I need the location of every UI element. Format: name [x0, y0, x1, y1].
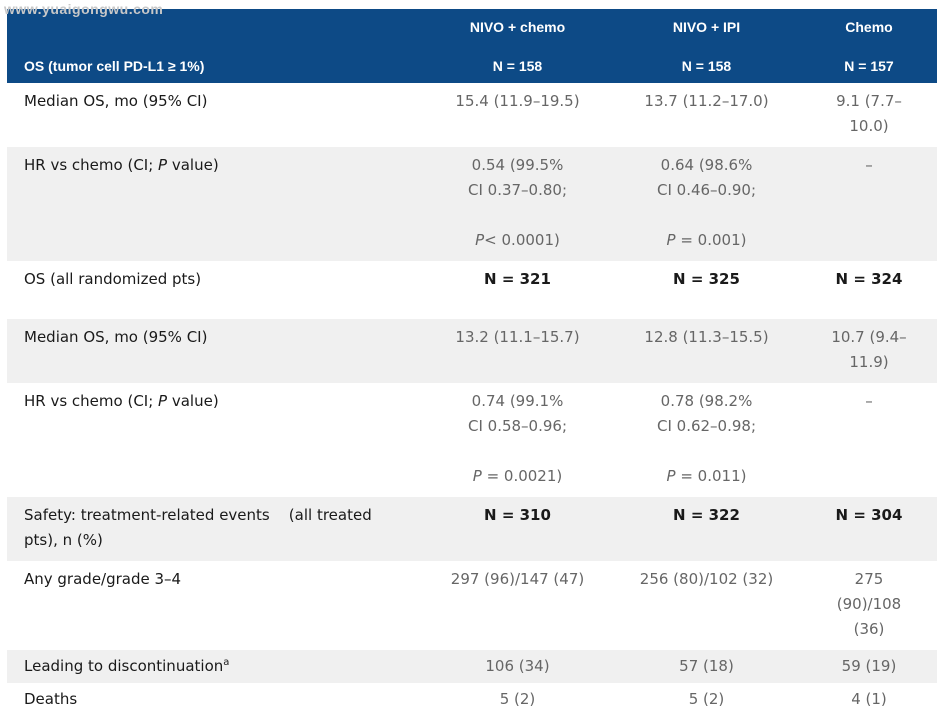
table-row: Median OS, mo (95% CI) 15.4 (11.9–19.5) …	[7, 83, 937, 147]
column-n: N = 158	[681, 58, 732, 74]
row-label: Median OS, mo (95% CI)	[24, 328, 208, 346]
cell-value: –	[865, 156, 873, 174]
hr-ci-text: 0.74 (99.1% CI 0.58–0.96;	[467, 392, 568, 435]
cell-value: 12.8 (11.3–15.5)	[644, 328, 769, 346]
row-label: Leading to discontinuationa	[24, 657, 230, 675]
row-label: Any grade/grade 3–4	[24, 570, 182, 588]
cell-value: 15.4 (11.9–19.5)	[455, 92, 580, 110]
watermark: www.yuaigongwu.com	[4, 1, 164, 17]
table-row: HR vs chemo (CI; P value) 0.74 (99.1% CI…	[7, 383, 937, 497]
cell-value: 275 (90)/108 (36)	[836, 570, 902, 638]
cell-value: 106 (34)	[485, 657, 550, 675]
p-value-text: P = 0.011)	[666, 467, 747, 485]
cell-value: N = 322	[673, 506, 740, 524]
cell-value: 0.74 (99.1% CI 0.58–0.96; P = 0.0021)	[423, 383, 612, 497]
cell-value: 4 (1)	[851, 690, 887, 708]
cell-value: N = 310	[484, 506, 551, 524]
cell-value: 5 (2)	[688, 690, 725, 708]
cell-value: 5 (2)	[499, 690, 536, 708]
row-label: Median OS, mo (95% CI)	[24, 92, 208, 110]
table-row: Any grade/grade 3–4 297 (96)/147 (47) 25…	[7, 561, 937, 650]
header-col-nivo-ipi: NIVO + IPI N = 158	[612, 9, 801, 83]
cell-value: 13.2 (11.1–15.7)	[455, 328, 580, 346]
cell-value: 10.7 (9.4–11.9)	[831, 328, 907, 371]
column-name: NIVO + IPI	[672, 19, 741, 35]
cell-value: 297 (96)/147 (47)	[450, 570, 585, 588]
cell-value: 256 (80)/102 (32)	[639, 570, 774, 588]
header-col-nivo-chemo: NIVO + chemo N = 158	[423, 9, 612, 83]
cell-value: 0.64 (98.6% CI 0.46–0.90; P = 0.001)	[612, 147, 801, 261]
cell-value: –	[865, 392, 873, 410]
p-value-text: P = 0.001)	[666, 231, 747, 249]
row-label: HR vs chemo (CI; P value)	[24, 392, 219, 410]
os-results-table: OS (tumor cell PD-L1 ≥ 1%) NIVO + chemo …	[7, 9, 937, 716]
cell-value: 13.7 (11.2–17.0)	[644, 92, 769, 110]
table-row: Safety: treatment-related events (all tr…	[7, 497, 937, 561]
cell-value: 59 (19)	[841, 657, 897, 675]
cell-value: N = 304	[835, 506, 903, 524]
hr-ci-text: 0.54 (99.5% CI 0.37–0.80;	[467, 156, 568, 199]
cell-value: 0.54 (99.5% CI 0.37–0.80; P< 0.0001)	[423, 147, 612, 261]
cell-value: N = 321	[484, 270, 551, 288]
column-n: N = 157	[844, 58, 894, 74]
table-row: Deaths 5 (2) 5 (2) 4 (1)	[7, 683, 937, 716]
p-value-text: P< 0.0001)	[475, 231, 560, 249]
header-label-text: OS (tumor cell PD-L1 ≥ 1%)	[24, 58, 205, 74]
hr-ci-text: 0.64 (98.6% CI 0.46–0.90;	[656, 156, 757, 199]
p-value-text: P = 0.0021)	[472, 467, 563, 485]
header-row-label: OS (tumor cell PD-L1 ≥ 1%)	[7, 9, 423, 83]
cell-value: N = 325	[673, 270, 740, 288]
cell-value: 9.1 (7.7–10.0)	[836, 92, 902, 135]
row-label: OS (all randomized pts)	[24, 270, 202, 288]
column-n: N = 158	[492, 58, 543, 74]
header-col-chemo: Chemo N = 157	[801, 9, 937, 83]
column-name: Chemo	[845, 19, 893, 35]
table-row: OS (all randomized pts) N = 321 N = 325 …	[7, 261, 937, 319]
row-label: Safety: treatment-related events (all tr…	[24, 506, 372, 549]
row-label: Deaths	[24, 690, 78, 708]
table-row: HR vs chemo (CI; P value) 0.54 (99.5% CI…	[7, 147, 937, 261]
row-label: HR vs chemo (CI; P value)	[24, 156, 219, 174]
table-row: Median OS, mo (95% CI) 13.2 (11.1–15.7) …	[7, 319, 937, 383]
cell-value: 0.78 (98.2% CI 0.62–0.98; P = 0.011)	[612, 383, 801, 497]
hr-ci-text: 0.78 (98.2% CI 0.62–0.98;	[656, 392, 757, 435]
cell-value: N = 324	[835, 270, 903, 288]
column-name: NIVO + chemo	[469, 19, 566, 35]
cell-value: 57 (18)	[679, 657, 734, 675]
table-header-row: OS (tumor cell PD-L1 ≥ 1%) NIVO + chemo …	[7, 9, 937, 83]
table-row: Leading to discontinuationa 106 (34) 57 …	[7, 650, 937, 683]
